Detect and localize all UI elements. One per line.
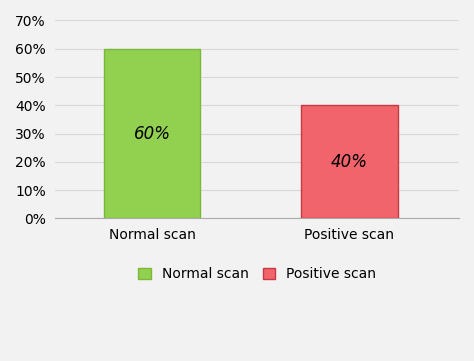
Text: 40%: 40%	[331, 153, 368, 171]
Bar	[104, 49, 200, 218]
Text: 60%: 60%	[134, 125, 171, 143]
Bar	[301, 105, 398, 218]
Legend: Normal scan, Positive scan: Normal scan, Positive scan	[133, 262, 382, 287]
